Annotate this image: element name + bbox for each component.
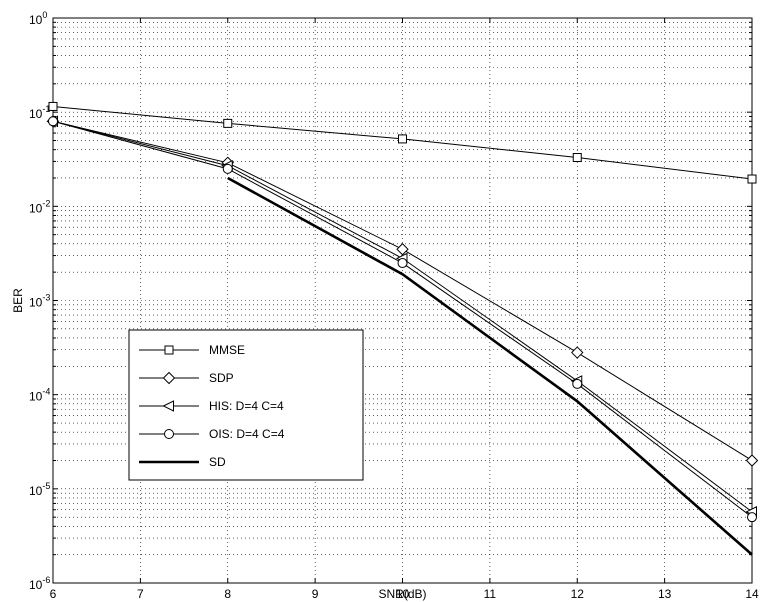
legend-box	[128, 329, 364, 481]
marker-circle	[572, 378, 583, 389]
marker-circle	[48, 116, 58, 127]
legend-label: HIS: D=4 C=4	[209, 399, 284, 413]
y-tick-label: 10-3	[29, 293, 50, 310]
marker-square	[572, 153, 582, 163]
x-tick-label: 9	[312, 587, 319, 601]
x-tick-label: 7	[137, 587, 144, 601]
marker-square	[164, 345, 174, 355]
legend-label: SD	[209, 455, 226, 469]
marker-circle	[397, 258, 408, 269]
x-axis-label: SNR(dB)	[378, 587, 426, 601]
marker-triangle-left	[162, 400, 174, 412]
y-tick-label: 10-4	[29, 387, 50, 404]
series-mmse	[48, 101, 757, 184]
legend: MMSE SDP HIS: D=4 C=4 OIS: D=4 C=4 SD	[128, 329, 364, 481]
x-tick-label: 10	[396, 587, 410, 601]
marker-circle	[164, 429, 174, 439]
legend-label: OIS: D=4 C=4	[209, 427, 285, 441]
x-tick-label: 14	[745, 587, 759, 601]
series-ois-d-4-c-4	[48, 116, 757, 523]
marker-diamond	[396, 243, 409, 256]
legend-label: SDP	[209, 371, 234, 385]
marker-square	[223, 118, 233, 128]
series-sd	[227, 176, 753, 556]
axis-ticks: 6 7 8 9 10 11 12 13 14 10-6 10-5 10-4 10-3 10-2 10-1 10…	[29, 10, 759, 601]
x-tick-label: 12	[571, 587, 585, 601]
x-tick-label: 13	[658, 587, 672, 601]
marker-diamond	[571, 346, 584, 359]
y-tick-label: 100	[29, 10, 47, 27]
y-tick-label: 10-5	[29, 481, 50, 498]
y-tick-label: 10-1	[29, 104, 50, 121]
legend-item: OIS: D=4 C=4	[139, 427, 285, 441]
marker-square	[398, 134, 407, 144]
marker-diamond	[745, 454, 759, 467]
x-tick-label: 8	[224, 587, 231, 601]
series-group	[46, 101, 759, 556]
marker-circle	[747, 512, 757, 523]
marker-circle	[222, 163, 233, 174]
marker-square	[747, 174, 757, 184]
x-tick-label: 11	[484, 587, 497, 601]
legend-item: HIS: D=4 C=4	[139, 399, 284, 413]
x-tick-label: 6	[50, 587, 57, 601]
y-tick-label: 10-6	[29, 575, 50, 592]
legend-item: SDP	[139, 371, 234, 385]
legend-label: MMSE	[209, 343, 245, 357]
marker-diamond	[162, 371, 176, 385]
y-axis-label: BER	[11, 288, 25, 313]
legend-item: MMSE	[139, 343, 245, 357]
marker-square	[48, 101, 58, 111]
series-line	[227, 176, 753, 556]
legend-item: SD	[139, 455, 226, 469]
y-tick-label: 10-2	[29, 198, 50, 215]
